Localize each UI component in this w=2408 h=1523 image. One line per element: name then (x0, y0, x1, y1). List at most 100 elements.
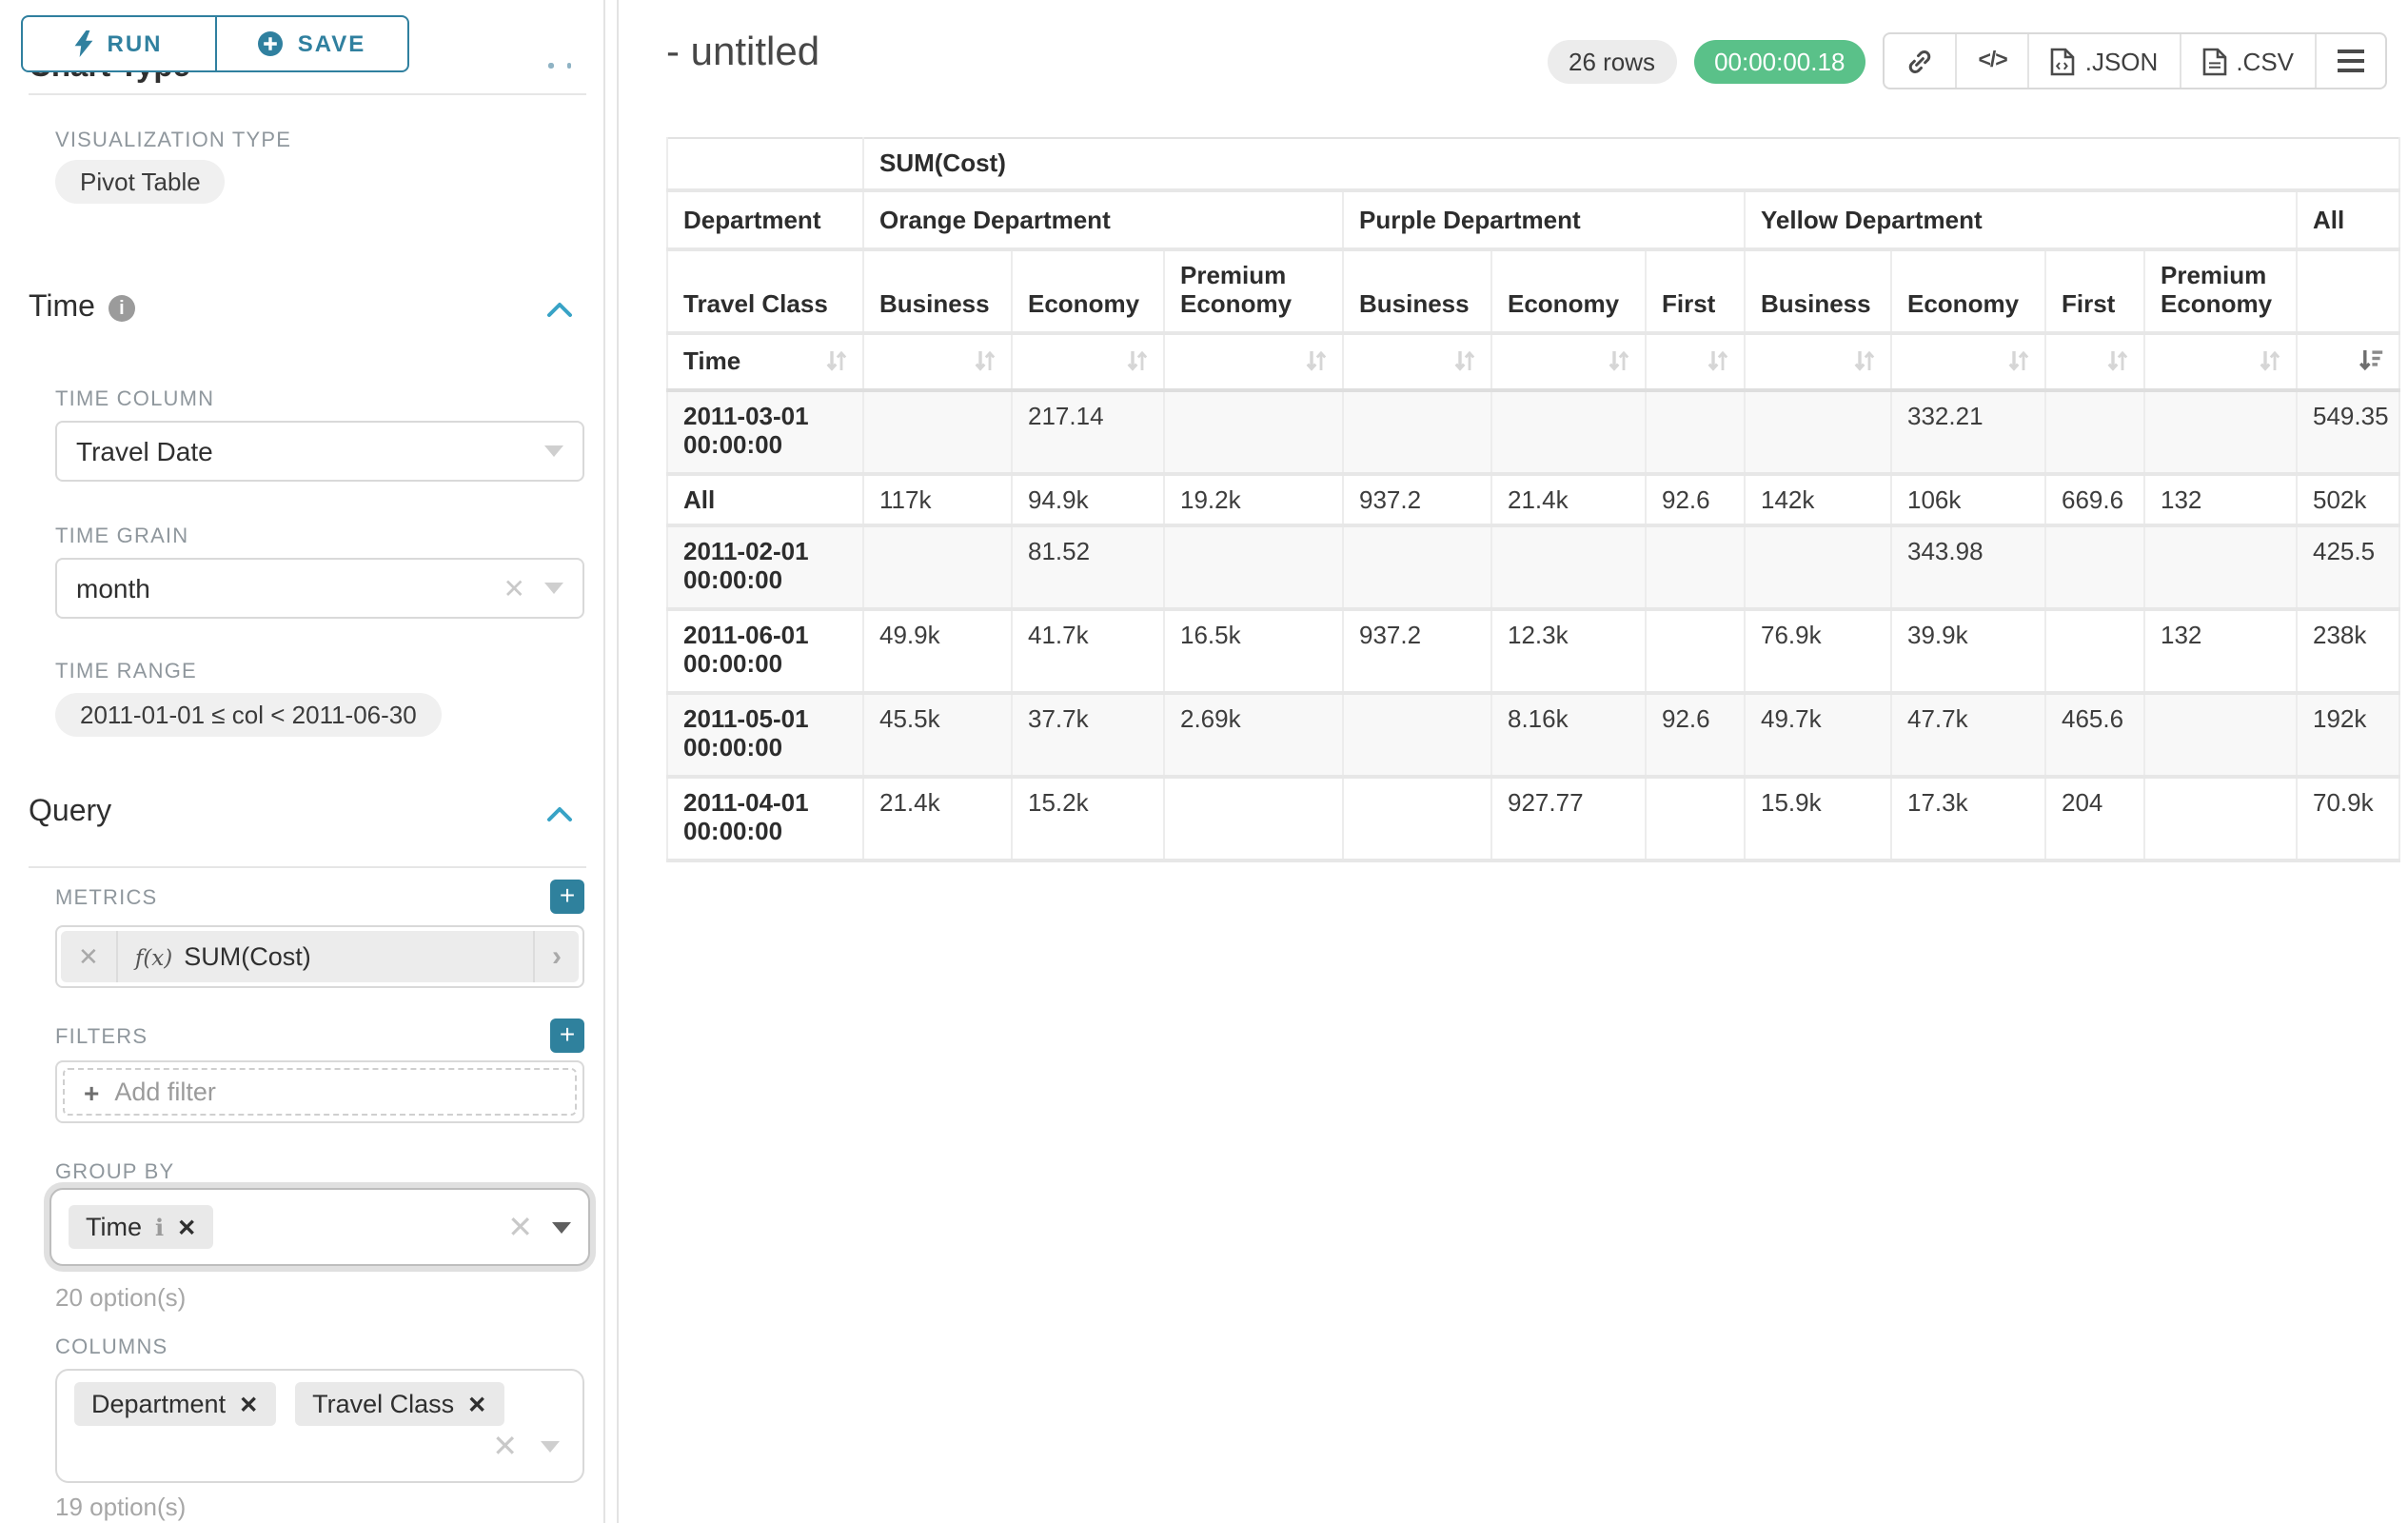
group-by-select[interactable]: Time i ✕ ✕ (49, 1188, 590, 1266)
group-by-tag[interactable]: Time i ✕ (69, 1205, 213, 1249)
time-grain-select[interactable]: month ✕ (55, 558, 584, 619)
export-csv-button[interactable]: .CSV (2179, 34, 2315, 88)
filters-control: + Add filter (55, 1060, 584, 1123)
metric-pill[interactable]: ✕ f(x) SUM(Cost) › (61, 931, 579, 982)
pivot-cell: 937.2 (1343, 608, 1491, 692)
clear-icon[interactable]: ✕ (507, 1208, 533, 1246)
pivot-cell: 17.3k (1891, 776, 2045, 860)
time-range-pill[interactable]: 2011-01-01 ≤ col < 2011-06-30 (55, 693, 442, 737)
pivot-cell: 15.9k (1745, 776, 1891, 860)
file-code-icon (2051, 47, 2076, 75)
pivot-corner-cell (667, 138, 863, 189)
department-row-label: Department (667, 189, 863, 248)
remove-tag-icon[interactable]: ✕ (467, 1391, 486, 1417)
pivot-cell: 204 (2045, 776, 2144, 860)
sort-icon[interactable] (2260, 348, 2280, 373)
pivot-cell (1491, 389, 1646, 473)
pivot-cell: 132 (2144, 608, 2297, 692)
sort-icon[interactable] (1306, 348, 1327, 373)
time-column-value: Travel Date (76, 436, 213, 466)
pivot-cell (1343, 692, 1491, 776)
pivot-cell: 465.6 (2045, 692, 2144, 776)
plus-icon: + (84, 1077, 99, 1107)
lightning-bolt-icon (75, 30, 94, 57)
sort-icon[interactable] (975, 348, 996, 373)
add-filter-plus-button[interactable]: + (550, 1019, 584, 1053)
add-filter-button[interactable]: + Add filter (63, 1068, 577, 1116)
clear-icon[interactable]: ✕ (492, 1428, 518, 1466)
query-section-title: Query (29, 796, 111, 830)
add-metric-button[interactable]: + (550, 880, 584, 914)
sort-icon[interactable] (2107, 348, 2128, 373)
sort-icon[interactable] (826, 348, 847, 373)
query-timer-badge: 00:00:00.18 (1693, 39, 1865, 83)
metrics-label: METRICS (55, 887, 157, 910)
time-column-select[interactable]: Travel Date (55, 421, 584, 482)
pivot-cell: 92.6 (1646, 692, 1745, 776)
sort-icon[interactable] (1854, 348, 1875, 373)
columns-select[interactable]: Department ✕ Travel Class ✕ ✕ (55, 1369, 584, 1483)
chevron-up-icon[interactable] (546, 804, 573, 821)
sort-icon[interactable] (1454, 348, 1475, 373)
columns-tag[interactable]: Department ✕ (74, 1382, 275, 1426)
pivot-cell: 47.7k (1891, 692, 2045, 776)
travel-class-header: Economy (1891, 248, 2045, 332)
explore-page: Chart Type RUN SAVE VISUALIZATION TYPE P… (0, 0, 2408, 1523)
save-button[interactable]: SAVE (214, 17, 407, 70)
pivot-cell (1343, 389, 1491, 473)
export-json-button[interactable]: .JSON (2028, 34, 2180, 88)
pivot-cell (2144, 776, 2297, 860)
sort-desc-icon[interactable] (2359, 348, 2383, 373)
pivot-cell (2045, 524, 2144, 608)
chevron-down-icon (544, 445, 563, 457)
sort-icon[interactable] (1609, 348, 1629, 373)
visualization-type-pill[interactable]: Pivot Table (55, 160, 226, 204)
filters-label: FILTERS (55, 1026, 148, 1049)
clear-icon[interactable]: ✕ (503, 572, 525, 604)
pivot-cell: 21.4k (863, 776, 1012, 860)
export-csv-label: .CSV (2236, 47, 2294, 75)
chevron-up-icon[interactable] (546, 300, 573, 317)
embed-code-button[interactable]: </> (1955, 34, 2027, 88)
pivot-cell: 502k (2297, 473, 2399, 524)
pivot-cell: 142k (1745, 473, 1891, 524)
pivot-cell (2045, 389, 2144, 473)
department-group-header: All (2297, 189, 2399, 248)
query-section-header: Query (29, 796, 573, 830)
chart-header-actions: 26 rows 00:00:00.18 </> .JSON .CSV (1548, 32, 2387, 89)
columns-option-count: 19 option(s) (55, 1493, 186, 1521)
department-group-header: Yellow Department (1745, 189, 2297, 248)
pivot-cell: 92.6 (1646, 473, 1745, 524)
chevron-right-icon[interactable]: › (533, 931, 579, 982)
menu-button[interactable] (2315, 34, 2385, 88)
travel-class-header: First (2045, 248, 2144, 332)
pivot-cell (2144, 524, 2297, 608)
pivot-cell: 332.21 (1891, 389, 2045, 473)
remove-tag-icon[interactable]: ✕ (239, 1391, 258, 1417)
columns-tag-label: Department (91, 1390, 226, 1418)
pivot-cell: 94.9k (1012, 473, 1164, 524)
pivot-cell: 49.9k (863, 608, 1012, 692)
sort-icon[interactable] (1707, 348, 1728, 373)
chart-title[interactable]: - untitled (666, 30, 819, 76)
add-filter-label: Add filter (114, 1078, 216, 1106)
pivot-cell (1646, 389, 1745, 473)
time-section-header: Timei (29, 291, 573, 326)
panel-dots (548, 63, 571, 68)
info-icon[interactable]: i (109, 295, 135, 322)
pivot-cell (1646, 608, 1745, 692)
run-button[interactable]: RUN (23, 17, 214, 70)
pivot-cell: 49.7k (1745, 692, 1891, 776)
travel-class-header: Premium Economy (2144, 248, 2297, 332)
columns-tag[interactable]: Travel Class ✕ (295, 1382, 503, 1426)
function-icon: f(x) (135, 943, 172, 970)
sort-icon[interactable] (2008, 348, 2029, 373)
remove-metric-icon[interactable]: ✕ (61, 931, 118, 982)
pivot-row-label: 2011-04-01 00:00:00 (667, 776, 863, 860)
pivot-cell (1491, 524, 1646, 608)
pivot-cell (2144, 389, 2297, 473)
group-by-label: GROUP BY (55, 1161, 174, 1184)
copy-link-button[interactable] (1885, 34, 1955, 88)
sort-icon[interactable] (1127, 348, 1148, 373)
remove-tag-icon[interactable]: ✕ (177, 1214, 196, 1240)
